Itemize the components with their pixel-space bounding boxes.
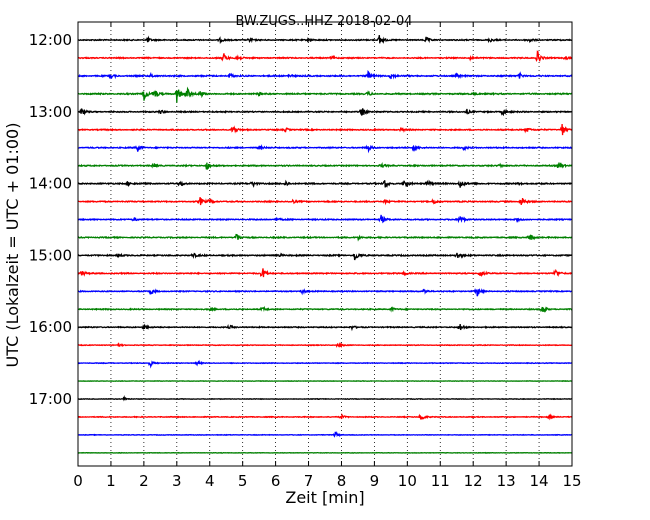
x-tick-label: 2: [139, 472, 149, 490]
x-axis-ticks: 0 1 2 3 4 5 6 7 8 9 10 11 12 13 14 15: [73, 22, 582, 490]
x-tick-label: 5: [238, 472, 248, 490]
y-tick-label: 17:00: [29, 390, 72, 408]
trace-line: [77, 323, 573, 332]
trace-line: [77, 162, 573, 170]
trace-line: [77, 430, 573, 438]
trace-line: [77, 288, 573, 297]
trace-line: [77, 305, 573, 313]
y-tick-label: 15:00: [29, 246, 72, 264]
x-tick-label: 14: [530, 472, 549, 490]
trace-line: [77, 394, 573, 402]
x-tick-label: 11: [431, 472, 450, 490]
trace-group: [77, 35, 573, 454]
trace-line: [77, 359, 573, 369]
x-tick-label: 8: [337, 472, 347, 490]
trace-line: [77, 86, 573, 103]
x-tick-label: 9: [370, 472, 380, 490]
y-axis-label: UTC (Lokalzeit = UTC + 01:00): [3, 123, 22, 368]
x-tick-label: 12: [464, 472, 483, 490]
trace-line: [77, 143, 573, 154]
trace-line: [77, 342, 573, 349]
x-tick-label: 4: [205, 472, 215, 490]
trace-line: [77, 123, 573, 136]
trace-line: [77, 108, 573, 117]
y-tick-label: 12:00: [29, 31, 72, 49]
trace-line: [77, 35, 573, 45]
x-tick-label: 7: [304, 472, 314, 490]
y-axis-ticks: 12:00 13:00 14:00 15:00 16:00 17:00: [29, 31, 572, 408]
x-tick-label: 13: [497, 472, 516, 490]
x-tick-label: 1: [106, 472, 116, 490]
x-tick-label: 3: [172, 472, 182, 490]
x-tick-label: 15: [562, 472, 581, 490]
x-tick-label: 10: [398, 472, 417, 490]
trace-line: [77, 252, 573, 261]
trace-line: [77, 50, 573, 62]
trace-line: [77, 268, 573, 278]
trace-line: [77, 197, 573, 206]
trace-line: [77, 70, 573, 80]
x-tick-label: 6: [271, 472, 281, 490]
x-tick-label: 0: [73, 472, 83, 490]
plot-frame: [77, 21, 573, 467]
x-axis-label: Zeit [min]: [285, 488, 364, 507]
y-tick-label: 14:00: [29, 175, 72, 193]
trace-line: [77, 233, 573, 242]
y-tick-label: 13:00: [29, 103, 72, 121]
y-tick-label: 16:00: [29, 318, 72, 336]
trace-line: [77, 179, 573, 188]
trace-line: [77, 412, 573, 421]
trace-line: [77, 214, 573, 224]
